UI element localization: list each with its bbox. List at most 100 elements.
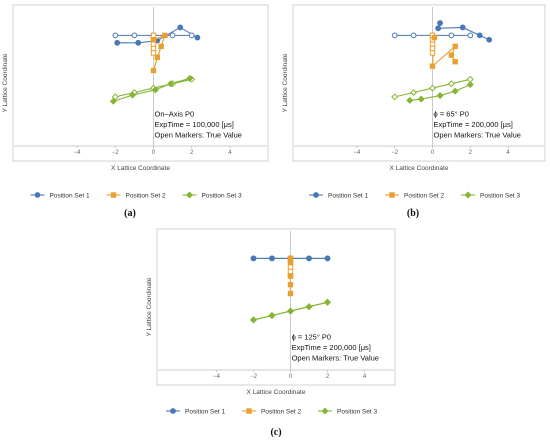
measured-marker (287, 260, 294, 266)
x-axis-label: X Lattice Coordinate (111, 165, 170, 172)
measured-marker (406, 96, 414, 104)
series-3 (109, 74, 196, 105)
measured-marker (306, 255, 312, 262)
true-value-marker (150, 50, 157, 56)
x-tick-label: 2 (469, 150, 473, 156)
true-value-marker (410, 88, 418, 96)
true-value-marker (150, 41, 157, 47)
true-value-marker (188, 32, 195, 39)
panel-caption: (c) (270, 427, 281, 438)
legend-marker (321, 407, 329, 415)
legend-label: Position Set 2 (404, 192, 444, 199)
measured-marker (459, 24, 466, 31)
true-value-marker (391, 32, 398, 39)
x-tick-label: −2 (112, 150, 120, 156)
legend-marker (34, 192, 41, 198)
plot-frame (12, 4, 269, 162)
annotation-line: Open Markers: True Value (434, 131, 521, 140)
legend-label: Position Set 3 (202, 192, 242, 199)
plot-frame (292, 4, 546, 162)
x-tick-label: 0 (152, 150, 156, 156)
x-tick-label: −2 (250, 374, 258, 380)
true-value-marker (150, 45, 157, 52)
true-value-marker (467, 32, 474, 39)
series-2 (287, 255, 294, 297)
measured-marker (476, 32, 483, 39)
true-value-marker (287, 268, 294, 275)
legend-marker (389, 192, 395, 198)
legend: Position Set 1 Position Set 2 Position Set… (309, 191, 520, 199)
annotation-line: ExpTime = 200,000 [μs] (292, 343, 371, 352)
true-value-marker (410, 32, 417, 39)
y-axis-label: Y Lattice Coordinate (146, 277, 153, 336)
true-value-marker (150, 32, 157, 39)
true-value-marker (391, 93, 399, 101)
plot-frame (156, 228, 396, 386)
measured-marker (150, 37, 157, 43)
series-1 (112, 24, 201, 46)
series-1 (391, 20, 493, 43)
x-tick-label: −2 (391, 150, 399, 156)
annotation-line: ExpTime = 100,000 [μs] (155, 120, 234, 129)
x-tick-label: −4 (213, 374, 221, 380)
true-value-marker (447, 80, 455, 88)
chart-panel: −4 −2 0 2 4 X Lattice Coordinate Y Lattice Coo… (146, 228, 396, 438)
measured-marker (452, 43, 458, 50)
annotation-line: ϕ = 125° P0 (292, 333, 332, 342)
x-tick-label: −4 (353, 150, 361, 156)
measured-marker (429, 63, 436, 69)
legend-marker (464, 191, 472, 199)
true-value-marker (429, 50, 436, 56)
measured-marker (150, 67, 157, 74)
y-axis-label: Y Lattice Coordinate (282, 53, 289, 112)
measured-marker (167, 80, 175, 88)
true-value-marker (448, 32, 455, 39)
annotation-line: On–Axis P0 (155, 110, 195, 119)
measured-marker (437, 20, 443, 26)
measured-marker (286, 307, 295, 315)
x-tick-label: 4 (228, 150, 232, 156)
legend: Position Set 1 Position Set 2 Position Set… (166, 407, 377, 415)
true-value-marker (429, 41, 436, 47)
measured-marker (452, 59, 458, 65)
legend-marker (110, 192, 117, 198)
true-value-marker (131, 32, 138, 39)
measured-marker (154, 54, 161, 61)
series-2 (150, 32, 168, 74)
measured-marker (250, 255, 257, 262)
annotation-line: ExpTime = 200,000 [μs] (434, 120, 513, 129)
series-3 (249, 298, 332, 324)
measured-marker (109, 97, 117, 105)
measured-marker (128, 91, 136, 99)
x-tick-label: 4 (506, 150, 510, 156)
measured-marker (305, 303, 313, 311)
panel-caption: (b) (407, 208, 419, 219)
annotation-line: ϕ = 65° P0 (434, 110, 469, 119)
legend-label: Position Set 1 (185, 408, 225, 415)
x-tick-label: 4 (363, 374, 367, 380)
measured-marker (158, 43, 164, 50)
legend-label: Position Set 3 (337, 408, 377, 415)
measured-line (431, 37, 456, 68)
x-axis-label: X Lattice Coordinate (390, 165, 449, 172)
x-tick-label: 0 (289, 374, 293, 380)
legend-label: Position Set 3 (480, 192, 520, 199)
x-tick-label: 2 (190, 150, 194, 156)
x-tick-label: −4 (74, 150, 82, 156)
measured-marker (177, 24, 184, 31)
true-value-marker (428, 84, 437, 92)
measured-marker (486, 36, 493, 43)
x-tick-label: 0 (431, 150, 435, 156)
series-3 (391, 75, 474, 104)
measured-marker (323, 298, 332, 306)
series-2 (429, 32, 458, 69)
chart-panel: −4 −2 0 2 4 X Lattice Coordinate Y Lattice Coo… (282, 4, 546, 219)
legend-marker (313, 192, 319, 198)
measured-marker (287, 273, 294, 279)
chart-panel: −4 −2 0 2 4 X Lattice Coordinate Y Lattice Coo… (2, 4, 269, 219)
measured-line (113, 77, 190, 102)
legend: Position Set 1 Position Set 2 Position Set… (30, 191, 242, 199)
measured-marker (249, 316, 258, 324)
legend-label: Position Set 1 (328, 192, 368, 199)
